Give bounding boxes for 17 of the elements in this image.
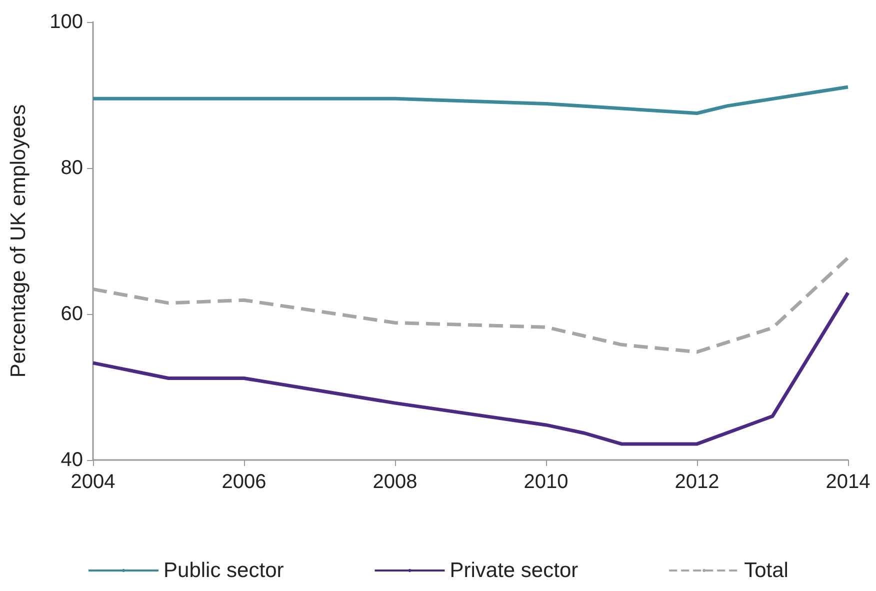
x-tick-label: 2010 <box>524 471 568 493</box>
line-series <box>91 256 850 354</box>
x-tick-label: 2014 <box>826 471 870 493</box>
legend-label: Public sector <box>164 559 284 582</box>
legend-label: Private sector <box>450 559 578 582</box>
y-axis-title: Percentage of UK employees <box>7 104 30 378</box>
x-tick-label: 2012 <box>674 471 720 493</box>
legend-label: Total <box>744 559 788 582</box>
y-tick-label: 60 <box>60 303 83 325</box>
x-tick-label: 2004 <box>70 471 116 493</box>
y-tick-label: 80 <box>60 157 83 179</box>
x-tick-label: 2008 <box>372 471 418 493</box>
line-series <box>91 85 850 115</box>
x-tick-label: 2006 <box>222 471 266 493</box>
line-series <box>91 291 850 446</box>
y-tick-label: 100 <box>50 11 83 33</box>
y-tick-label: 40 <box>60 449 83 471</box>
